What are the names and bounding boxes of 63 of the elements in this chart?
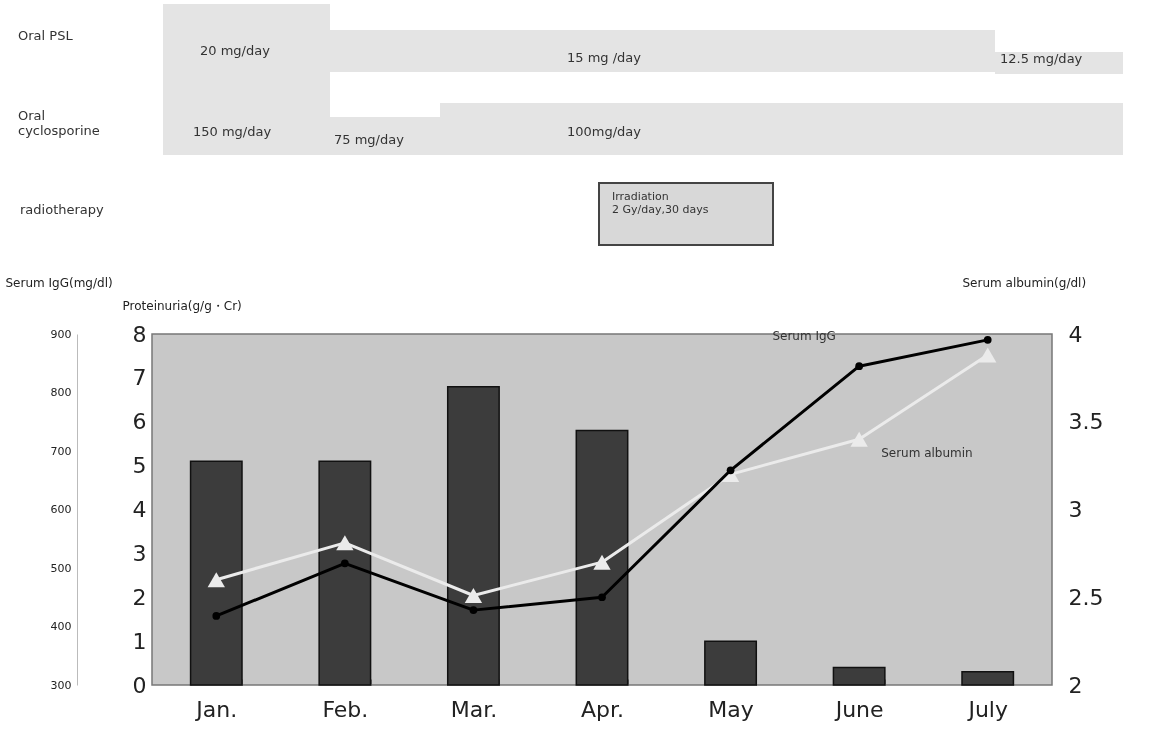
x-tick-label: Mar. [450, 696, 498, 722]
series-label: Serum albumin [881, 446, 973, 461]
x-tick-label: Apr. [580, 696, 625, 722]
y2-tick-label: 3 [1068, 497, 1083, 522]
bar [704, 640, 758, 686]
x-tick-label: Jan. [194, 696, 238, 722]
bar [832, 666, 886, 686]
y-tick-label: 0 [132, 672, 147, 698]
point [207, 572, 225, 588]
y-tick-label: 3 [132, 540, 147, 566]
text: radiotherapy [20, 202, 104, 217]
bar [318, 460, 372, 686]
y3-tick-label: 800 [50, 386, 72, 399]
y-tick-label: 5 [132, 453, 147, 479]
y3-tick-label: 300 [50, 678, 72, 692]
point [726, 466, 735, 475]
bar [961, 671, 1015, 686]
y3-tick-label: 700 [50, 444, 72, 458]
text: 12.5 mg/day [1000, 51, 1083, 66]
point [336, 535, 354, 551]
text: 75 mg/day [334, 132, 404, 147]
point [340, 559, 349, 568]
y-tick-label: 2 [132, 584, 147, 610]
x-tick-label: July [966, 696, 1008, 722]
point [469, 606, 478, 614]
y2-tick-label: 2 [1068, 672, 1083, 698]
point [855, 362, 864, 371]
text: 20 mg/day [200, 43, 270, 58]
y-axis-title: Proteinuria(g/g・Cr) [122, 298, 242, 313]
y-tick-label: 6 [132, 409, 147, 435]
x-tick-label: June [833, 696, 884, 722]
point [979, 347, 997, 363]
text: 100mg/day [567, 124, 642, 139]
y3-tick-label: 600 [50, 503, 72, 516]
bar [189, 460, 243, 686]
y2-tick-label: 4 [1068, 321, 1083, 347]
y-tick-label: 8 [132, 321, 147, 347]
y-tick-label: 4 [132, 497, 147, 522]
y-tick-label: 1 [132, 628, 147, 654]
x-tick-label: Feb. [322, 696, 369, 722]
y3-tick-label: 900 [50, 327, 72, 341]
y2-axis-title: Serum albumin(g/dl) [962, 275, 1087, 290]
bar [446, 385, 500, 686]
y2-tick-label: 2.5 [1068, 584, 1104, 610]
text: Serum IgG [772, 329, 836, 344]
text: Oral cyclosporine [18, 108, 101, 138]
x-tick-label: May [708, 696, 754, 722]
text: Irradiation 2 Gy/day,30 days [612, 190, 710, 216]
point [212, 612, 221, 620]
y2-tick-label: 3.5 [1068, 409, 1104, 435]
y-tick-label: 7 [132, 365, 147, 391]
y3-tick-label: 400 [50, 620, 72, 633]
point [598, 593, 606, 602]
y3-axis-title: Serum IgG(mg/dl) [5, 275, 113, 290]
text: Oral PSL [18, 28, 73, 43]
text: 150 mg/day [193, 124, 272, 139]
point [464, 587, 483, 603]
text: 15 mg /day [567, 50, 642, 65]
point [850, 431, 868, 447]
bar [575, 429, 629, 686]
y3-tick-label: 500 [50, 561, 72, 575]
point [593, 554, 611, 570]
point [983, 335, 992, 344]
